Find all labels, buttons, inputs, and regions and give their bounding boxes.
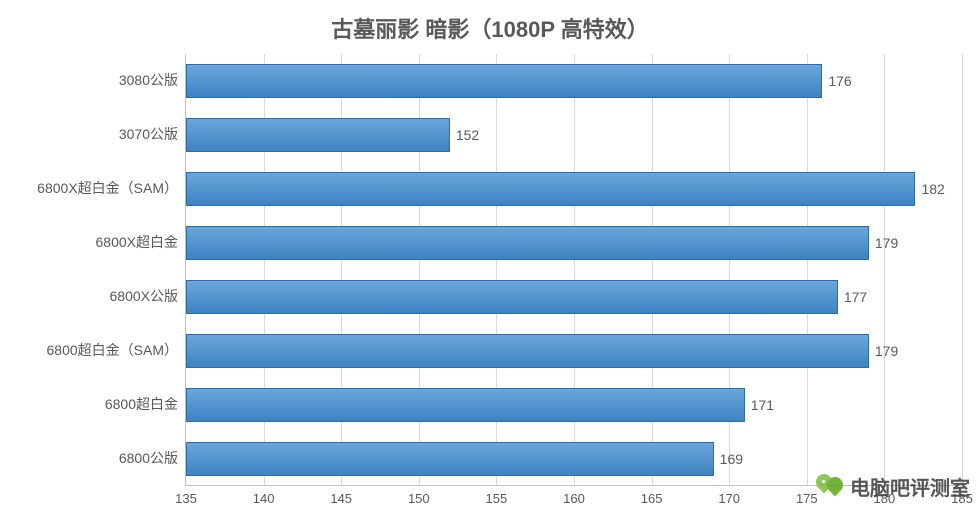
- bar-row: 6800X超白金（SAM）182: [186, 172, 961, 205]
- bar: [186, 388, 745, 421]
- category-label: 3080公版: [119, 64, 186, 97]
- category-label: 6800X超白金: [96, 226, 186, 259]
- x-tick-label: 150: [408, 485, 430, 506]
- bar-row: 6800X公版177: [186, 280, 961, 313]
- bar: [186, 118, 450, 151]
- bar: [186, 334, 869, 367]
- bar: [186, 280, 838, 313]
- x-tick-label: 175: [796, 485, 818, 506]
- value-label: 176: [828, 73, 851, 89]
- x-tick-label: 165: [641, 485, 663, 506]
- watermark: 电脑吧评测室: [816, 472, 970, 501]
- bar-row: 6800X超白金179: [186, 226, 961, 259]
- x-tick-label: 135: [175, 485, 197, 506]
- wechat-icon: [816, 474, 846, 500]
- plot-area: 1351401451501551601651701751801853080公版1…: [185, 54, 961, 486]
- x-tick-label: 170: [718, 485, 740, 506]
- value-label: 179: [875, 343, 898, 359]
- watermark-text: 电脑吧评测室: [850, 472, 970, 501]
- category-label: 6800X公版: [110, 280, 186, 313]
- bar: [186, 172, 915, 205]
- x-tick-label: 155: [486, 485, 508, 506]
- bar: [186, 64, 822, 97]
- bar-row: 6800超白金（SAM）179: [186, 334, 961, 367]
- value-label: 177: [844, 289, 867, 305]
- category-label: 3070公版: [119, 118, 186, 151]
- bar-row: 3080公版176: [186, 64, 961, 97]
- bar: [186, 226, 869, 259]
- category-label: 6800超白金: [105, 388, 186, 421]
- value-label: 182: [921, 181, 944, 197]
- category-label: 6800公版: [119, 442, 186, 475]
- bar-row: 3070公版152: [186, 118, 961, 151]
- x-tick-label: 160: [563, 485, 585, 506]
- value-label: 169: [720, 451, 743, 467]
- value-label: 171: [751, 397, 774, 413]
- category-label: 6800X超白金（SAM）: [37, 172, 186, 205]
- category-label: 6800超白金（SAM）: [47, 334, 186, 367]
- bar: [186, 442, 714, 475]
- value-label: 152: [456, 127, 479, 143]
- gridline: [962, 54, 963, 485]
- value-label: 179: [875, 235, 898, 251]
- chart-title: 古墓丽影 暗影（1080P 高特效）: [0, 12, 980, 44]
- bar-row: 6800公版169: [186, 442, 961, 475]
- bar-chart: 古墓丽影 暗影（1080P 高特效） 135140145150155160165…: [0, 0, 980, 521]
- x-tick-label: 140: [253, 485, 275, 506]
- x-tick-label: 145: [330, 485, 352, 506]
- bar-row: 6800超白金171: [186, 388, 961, 421]
